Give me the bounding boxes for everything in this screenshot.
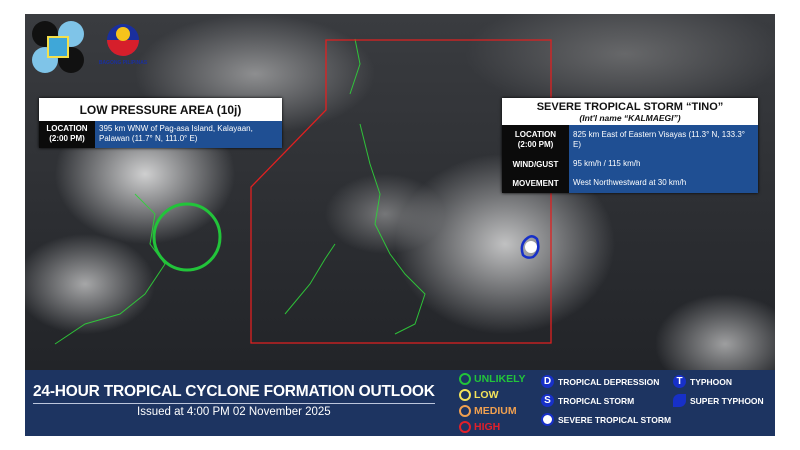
coastlines	[54, 38, 426, 345]
legend-severe-tropical-storm: SEVERE TROPICAL STORM	[541, 413, 671, 426]
bagong-pilipinas-logo: BAGONG PILIPINAS	[99, 24, 148, 66]
lpa-location-value: 395 km WNW of Pag-asa Island, Kalayaan, …	[95, 121, 282, 148]
lpa-title: LOW PRESSURE AREA (10j)	[39, 98, 282, 121]
legend-super-typhoon: SUPER TYPHOON	[673, 394, 764, 407]
pagasa-logo	[32, 21, 84, 73]
storm-intl-name: (Int'l name “KALMAEGI”)	[579, 113, 681, 123]
storm-location-label: LOCATION (2:00 PM)	[502, 125, 569, 155]
circle-icon	[459, 405, 471, 417]
lpa-info-box: LOW PRESSURE AREA (10j) LOCATION (2:00 P…	[39, 98, 282, 148]
issued-date: Issued at 4:00 PM 02 November 2025	[137, 406, 331, 418]
lpa-location-label: LOCATION (2:00 PM)	[39, 121, 95, 148]
legend-medium: MEDIUM	[459, 405, 517, 417]
sts-icon	[541, 413, 554, 426]
legend-typhoon: T TYPHOON	[673, 375, 732, 388]
storm-wind-value: 95 km/h / 115 km/h	[569, 155, 758, 174]
legend-tropical-depression: D TROPICAL DEPRESSION	[541, 375, 659, 388]
severe-tropical-storm-icon	[520, 235, 540, 259]
ts-icon: S	[541, 394, 554, 407]
outlook-banner: 24-HOUR TROPICAL CYCLONE FORMATION OUTLO…	[25, 370, 775, 436]
storm-movement-label: MOVEMENT	[502, 174, 569, 193]
storm-movement-value: West Northwestward at 30 km/h	[569, 174, 758, 193]
storm-info-box: SEVERE TROPICAL STORM “TINO” (Int'l name…	[502, 98, 758, 193]
weather-map: BAGONG PILIPINAS LOW PRESSURE AREA (10j)…	[25, 14, 775, 436]
circle-icon	[459, 389, 471, 401]
circle-icon	[459, 373, 471, 385]
legend-low: LOW	[459, 389, 499, 401]
storm-location-value: 825 km East of Eastern Visayas (11.3° N,…	[569, 125, 758, 155]
legend-high: HIGH	[459, 421, 500, 433]
storm-wind-label: WIND/GUST	[502, 155, 569, 174]
par-boundary	[250, 39, 552, 344]
map-overlay: BAGONG PILIPINAS	[32, 21, 552, 345]
svg-text:BAGONG PILIPINAS: BAGONG PILIPINAS	[99, 60, 148, 66]
super-typhoon-icon	[673, 394, 686, 407]
storm-title: SEVERE TROPICAL STORM “TINO”	[536, 101, 724, 113]
legend-tropical-storm: S TROPICAL STORM	[541, 394, 634, 407]
outlook-title: 24-HOUR TROPICAL CYCLONE FORMATION OUTLO…	[33, 383, 435, 404]
typhoon-icon: T	[673, 375, 686, 388]
td-icon: D	[541, 375, 554, 388]
circle-icon	[459, 421, 471, 433]
lpa-circle	[152, 202, 222, 272]
legend-unlikely: UNLIKELY	[459, 373, 526, 385]
